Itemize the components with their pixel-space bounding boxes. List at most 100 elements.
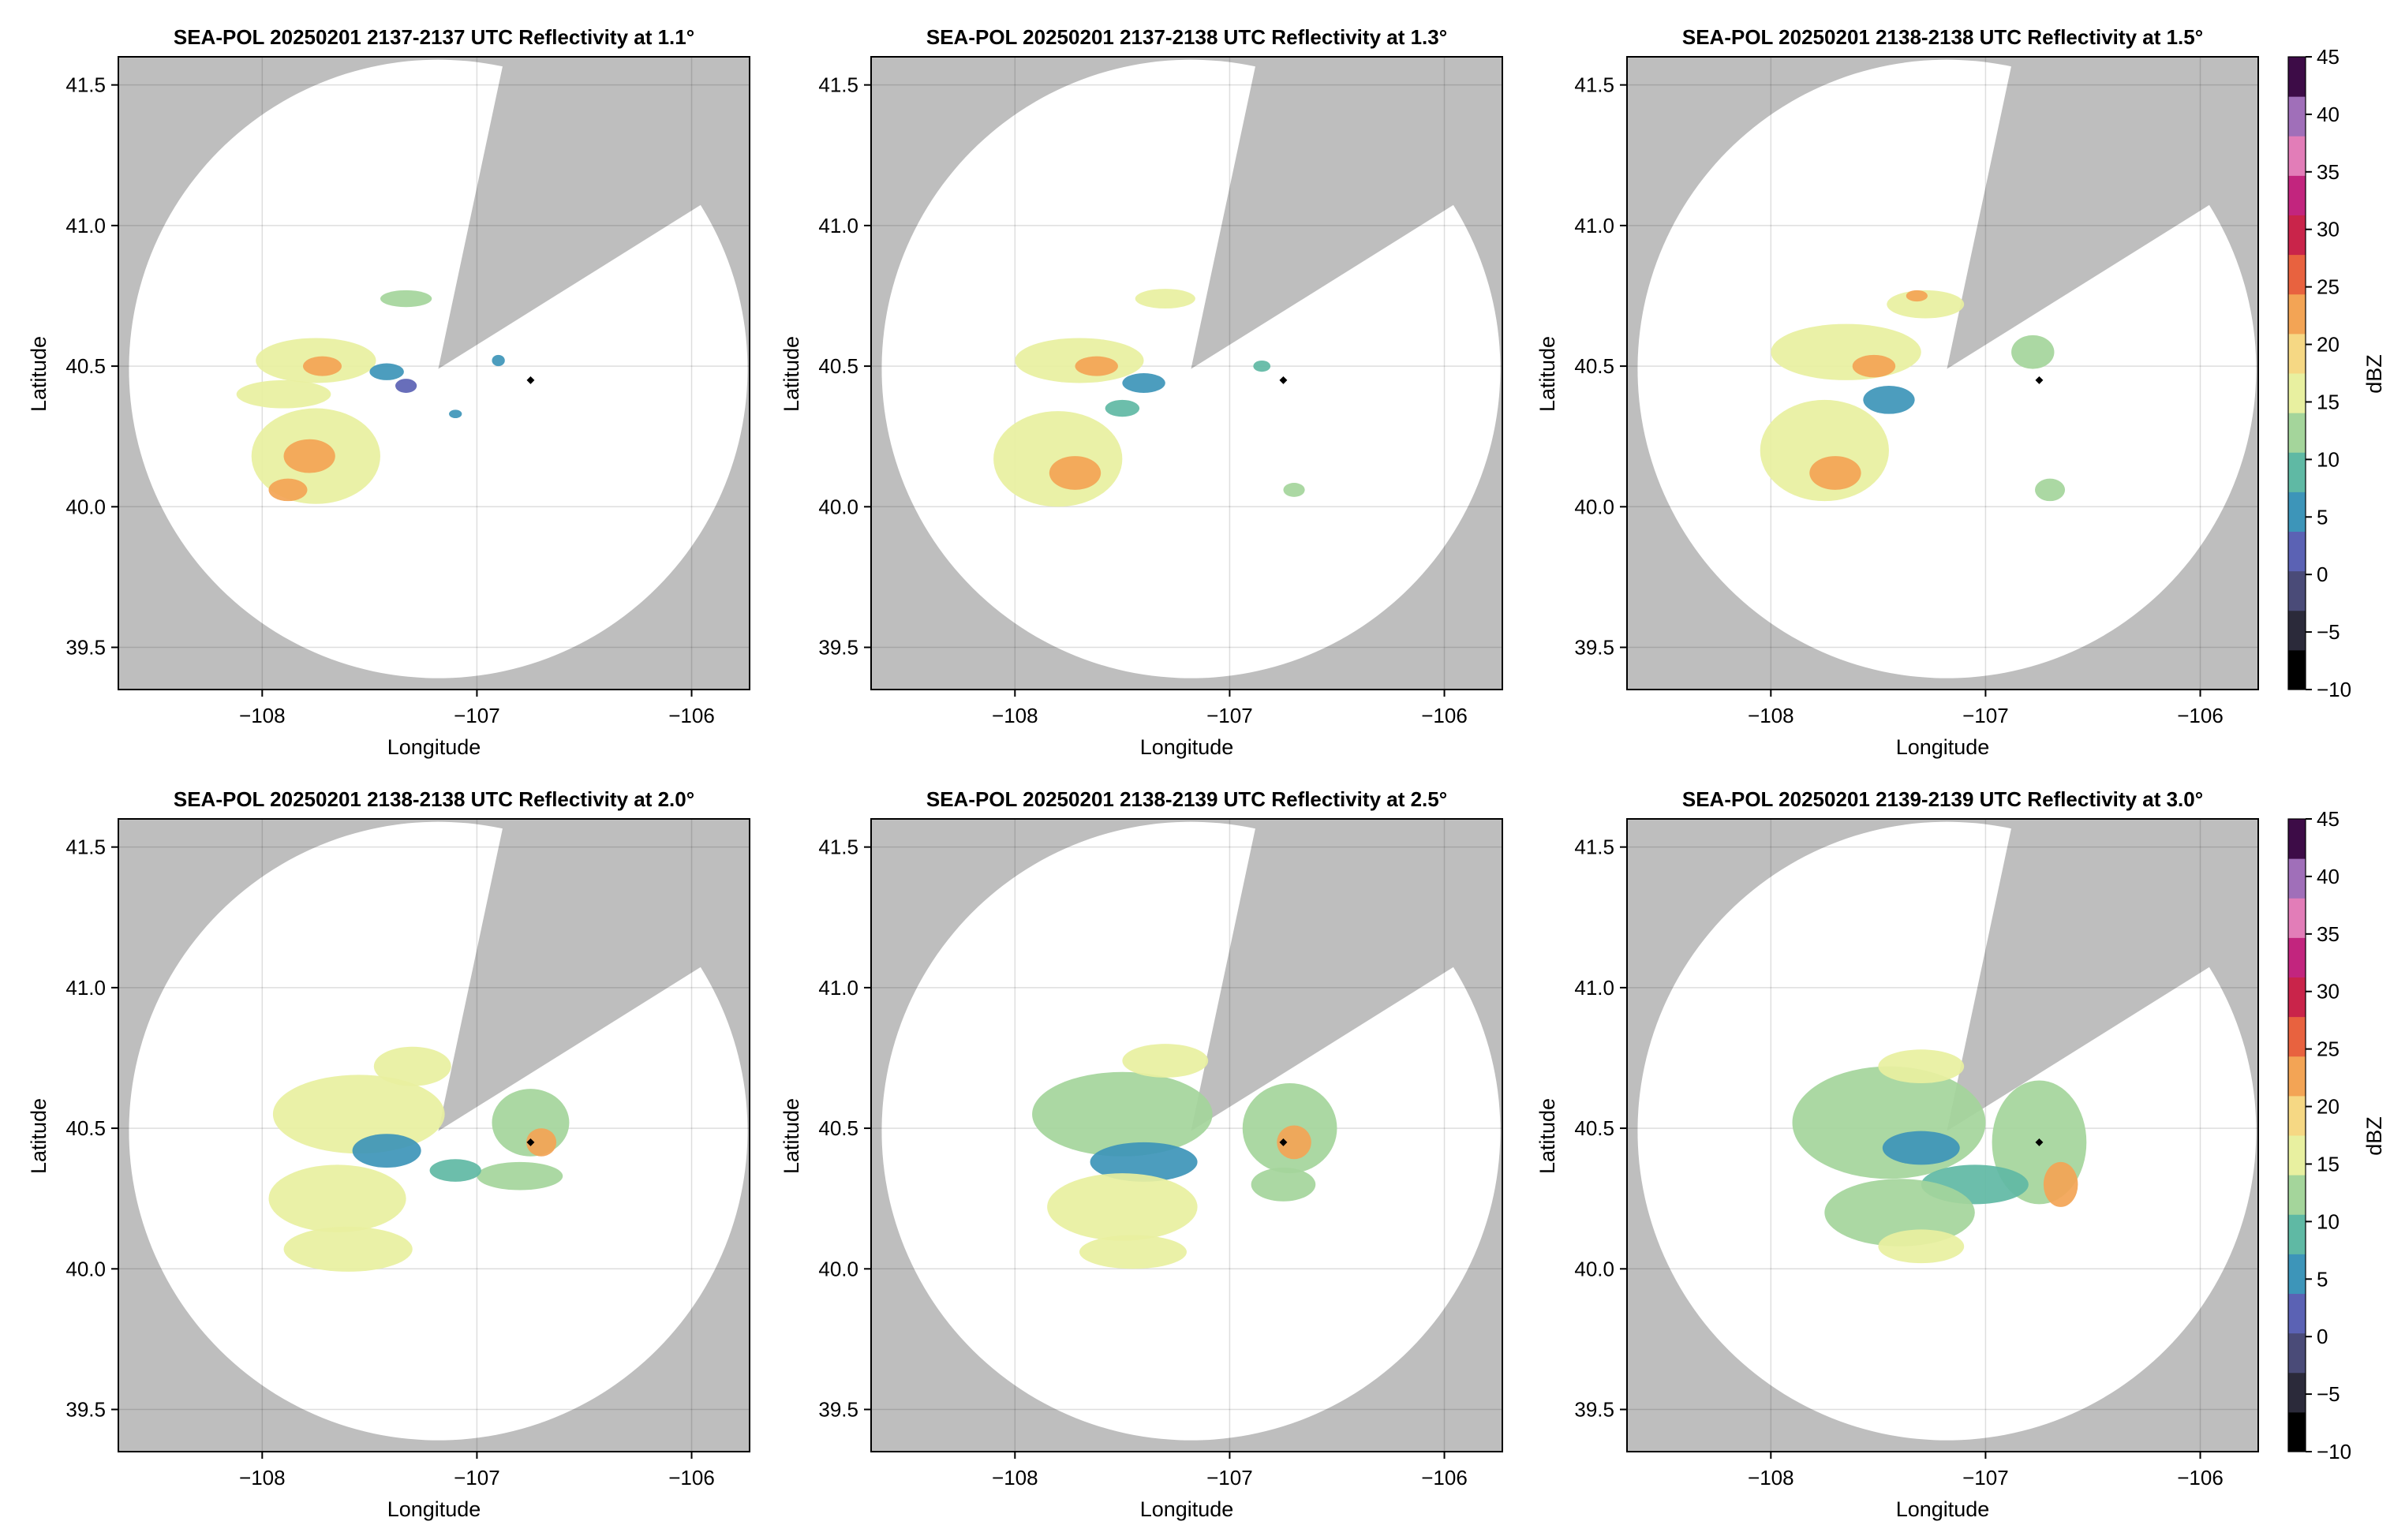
- echo-cell: [1824, 1179, 1975, 1247]
- plot-frame: [1626, 56, 2259, 690]
- colorbar-segment: [2288, 1333, 2306, 1374]
- colorbar-segment: [2288, 1056, 2306, 1097]
- x-tick-label: −108: [239, 704, 286, 727]
- panel-1-ylabel: Latitude: [27, 336, 50, 412]
- radar-coverage: [129, 59, 748, 678]
- colorbar-tick-label: −10: [2317, 1440, 2351, 1463]
- echo-cell: [1906, 290, 1928, 302]
- echo-cell: [283, 1226, 413, 1272]
- panel-3: SEA-POL 20250201 2138-2138 UTC Reflectiv…: [1535, 25, 2259, 759]
- echo-cell: [492, 354, 505, 367]
- colorbar-tick-label: 35: [2317, 160, 2340, 184]
- y-tick-label: 40.5: [1574, 1116, 1614, 1140]
- echo-cell: [395, 379, 417, 393]
- colorbar-tick-label: 30: [2317, 980, 2340, 1004]
- panel-1-xlabel: Longitude: [387, 735, 481, 759]
- colorbar-segment: [2288, 492, 2306, 532]
- x-tick-label: −106: [668, 704, 715, 727]
- colorbar-segment: [2288, 649, 2306, 690]
- echo-cell: [2011, 335, 2055, 369]
- colorbar-segment: [2288, 610, 2306, 651]
- colorbar-segment: [2288, 1254, 2306, 1294]
- y-tick-label: 40.0: [1574, 495, 1614, 518]
- colorbar-tick-label: 10: [2317, 447, 2340, 471]
- colorbar-segment: [2288, 819, 2306, 859]
- x-tick-label: −108: [1748, 704, 1794, 727]
- echo-cell: [1882, 1131, 1960, 1165]
- echo-cell: [1049, 456, 1102, 490]
- colorbar-segment: [2288, 858, 2306, 899]
- echo-cell: [449, 409, 462, 419]
- colorbar-segment: [2288, 373, 2306, 413]
- colorbar-tick-label: −5: [2317, 620, 2340, 644]
- echo-cell: [268, 478, 308, 502]
- plot-frame: [118, 56, 750, 690]
- colorbar-segment: [2288, 333, 2306, 374]
- colorbar-segment: [2288, 57, 2306, 97]
- panel-1: SEA-POL 20250201 2137-2137 UTC Reflectiv…: [27, 25, 750, 759]
- colorbar-tick-label: −10: [2317, 678, 2351, 701]
- colorbar-tick-label: 20: [2317, 1095, 2340, 1119]
- echo-cell: [1122, 373, 1165, 393]
- y-tick-label: 40.0: [65, 495, 106, 518]
- colorbar-segment: [2288, 898, 2306, 938]
- colorbar-segment: [2288, 1175, 2306, 1215]
- colorbar-segment: [2288, 531, 2306, 572]
- colorbar-segment: [2288, 215, 2306, 256]
- echo-cell: [429, 1159, 481, 1182]
- echo-cell: [1887, 290, 1965, 319]
- panel-1-title: SEA-POL 20250201 2137-2137 UTC Reflectiv…: [174, 25, 694, 49]
- x-tick-label: −106: [2177, 1466, 2224, 1490]
- echo-cell: [2035, 478, 2066, 502]
- panel-4-xlabel: Longitude: [387, 1497, 481, 1521]
- colorbar-segment: [2288, 1095, 2306, 1136]
- echo-cell: [1105, 399, 1140, 417]
- echo-cell: [1032, 1071, 1213, 1157]
- x-tick-label: −106: [1421, 704, 1468, 727]
- y-tick-label: 39.5: [1574, 636, 1614, 660]
- y-tick-label: 40.5: [1574, 354, 1614, 378]
- panel-5-ylabel: Latitude: [780, 1098, 803, 1174]
- colorbar-tick-label: 25: [2317, 1037, 2340, 1061]
- panel-6-xlabel: Longitude: [1896, 1497, 1990, 1521]
- colorbar-segment: [2288, 293, 2306, 335]
- y-tick-label: 40.0: [1574, 1257, 1614, 1280]
- colorbar-segment: [2288, 1016, 2306, 1057]
- x-tick-label: −107: [454, 704, 500, 727]
- colorbar-frame: [2287, 56, 2306, 690]
- plot-frame: [870, 56, 1503, 690]
- echo-cell: [1253, 360, 1271, 372]
- echo-cell: [1122, 1044, 1209, 1078]
- y-tick-label: 41.5: [1574, 835, 1614, 859]
- site-marker: [1279, 376, 1288, 384]
- panel-4-ylabel: Latitude: [27, 1098, 50, 1174]
- site-marker: [2035, 376, 2044, 384]
- panel-6-title: SEA-POL 20250201 2139-2139 UTC Reflectiv…: [1682, 787, 2203, 811]
- y-tick-label: 39.5: [1574, 1398, 1614, 1422]
- y-tick-label: 41.0: [1574, 976, 1614, 1000]
- echo-cell: [369, 363, 404, 380]
- echo-cell: [1277, 1125, 1311, 1160]
- echo-cell: [303, 356, 342, 376]
- x-tick-label: −108: [1748, 1466, 1794, 1490]
- colorbar-tick-label: 40: [2317, 103, 2340, 126]
- echo-cell: [1809, 456, 1861, 490]
- panel-3-xlabel: Longitude: [1896, 735, 1990, 759]
- panel-4-title: SEA-POL 20250201 2138-2138 UTC Reflectiv…: [174, 787, 694, 811]
- panel-2-ylabel: Latitude: [780, 336, 803, 412]
- y-tick-label: 40.0: [818, 495, 858, 518]
- plot-frame: [118, 818, 750, 1452]
- y-tick-label: 41.0: [818, 976, 858, 1000]
- echo-cell: [1771, 323, 1921, 380]
- panel-5: SEA-POL 20250201 2138-2139 UTC Reflectiv…: [780, 787, 1503, 1521]
- y-tick-label: 40.5: [65, 1116, 106, 1140]
- x-tick-label: −108: [992, 704, 1038, 727]
- x-tick-label: −106: [2177, 704, 2224, 727]
- x-tick-label: −106: [1421, 1466, 1468, 1490]
- colorbar-segment: [2288, 1372, 2306, 1413]
- panel-6-ylabel: Latitude: [1535, 1098, 1559, 1174]
- echo-cell: [993, 411, 1123, 507]
- colorbar-frame: [2287, 818, 2306, 1452]
- y-tick-label: 40.0: [818, 1257, 858, 1280]
